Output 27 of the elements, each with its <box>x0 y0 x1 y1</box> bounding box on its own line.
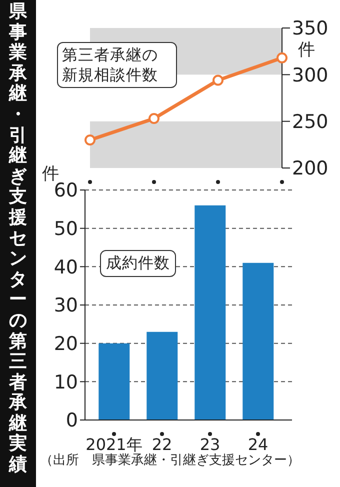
x-tick-label: 2021年 <box>86 435 142 454</box>
bar <box>194 205 226 420</box>
bar <box>146 332 178 420</box>
point <box>212 74 224 86</box>
point <box>148 113 160 124</box>
y-tick-label: 30 <box>54 294 78 317</box>
x-tick-label: 22 <box>152 435 172 454</box>
y-tick-label: 10 <box>54 371 78 394</box>
y-tick-label: 50 <box>54 218 78 240</box>
x-tick-label: 24 <box>248 435 268 454</box>
y-tick-label: 350 <box>292 18 328 40</box>
y-tick-label: 300 <box>292 64 328 86</box>
y-tick-label: 40 <box>54 256 78 278</box>
y-tick-label: 200 <box>292 158 328 180</box>
chart-title: 県事業承継・引継ぎ支援センターの第三者承継実績 <box>9 1 27 476</box>
y-axis-title: 件 <box>298 39 315 61</box>
annotation: 成約件数 <box>100 250 176 277</box>
text: （出所 県事業承継・引継ぎ支援センター） <box>40 452 300 469</box>
y-tick-label: 250 <box>292 111 328 134</box>
y-tick-label: 0 <box>66 410 78 432</box>
x-tick-label: 23 <box>200 435 220 454</box>
bar <box>242 262 274 420</box>
bar <box>98 343 130 420</box>
y-tick-label: 20 <box>54 333 78 356</box>
point <box>276 52 288 64</box>
point <box>84 134 96 146</box>
annotation: 第三者承継の新規相談件数 <box>57 42 177 88</box>
